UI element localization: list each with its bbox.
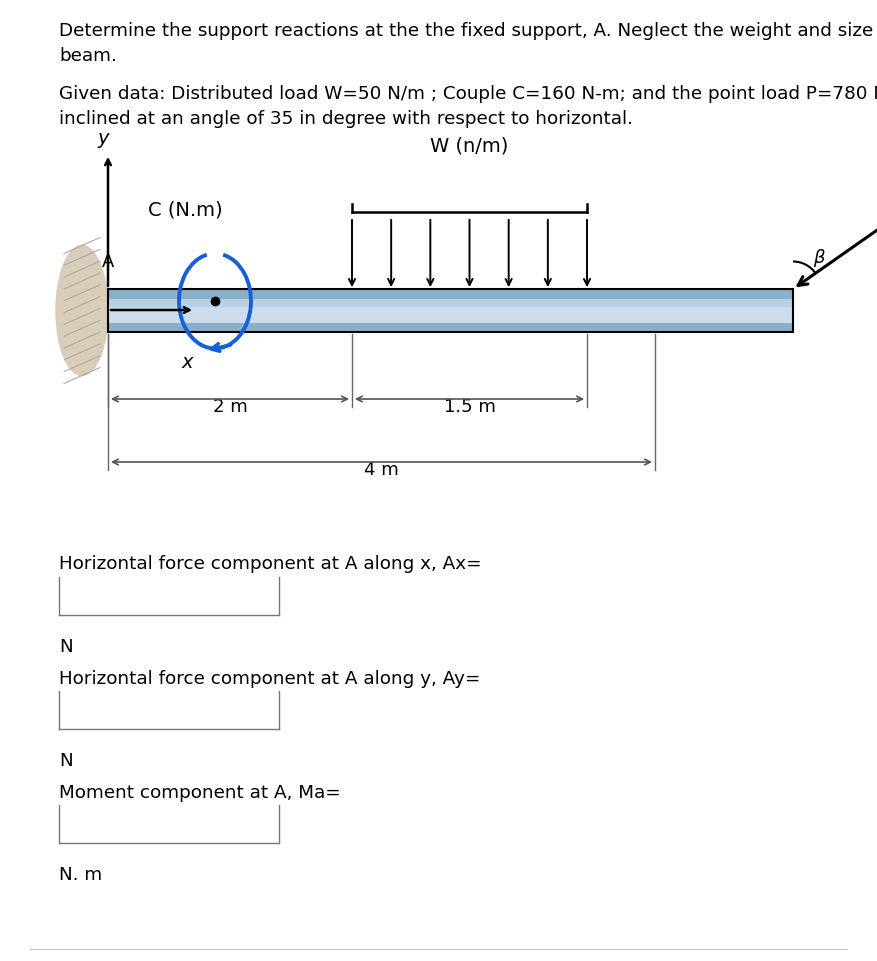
Text: Moment component at A, Ma=: Moment component at A, Ma= — [59, 783, 341, 801]
Bar — [108, 300, 793, 308]
Text: inclined at an angle of 35 in degree with respect to horizontal.: inclined at an angle of 35 in degree wit… — [59, 110, 633, 128]
Text: N: N — [59, 752, 73, 769]
Text: Determine the support reactions at the the fixed support, A. Neglect the weight : Determine the support reactions at the t… — [59, 22, 877, 40]
Ellipse shape — [56, 246, 108, 376]
Text: N: N — [59, 637, 73, 655]
Bar — [108, 289, 793, 300]
Text: Given data: Distributed load W=50 N/m ; Couple C=160 N-m; and the point load P=7: Given data: Distributed load W=50 N/m ; … — [59, 85, 877, 103]
Text: Horizontal force component at A along x, Ax=: Horizontal force component at A along x,… — [59, 554, 481, 573]
Text: 1.5 m: 1.5 m — [444, 398, 496, 415]
Text: Horizontal force component at A along y, Ay=: Horizontal force component at A along y,… — [59, 669, 481, 687]
Bar — [108, 289, 793, 333]
Text: β: β — [813, 249, 824, 267]
Text: beam.: beam. — [59, 47, 117, 65]
Text: A: A — [102, 253, 114, 271]
Text: C (N.m): C (N.m) — [148, 200, 223, 219]
Text: 2 m: 2 m — [212, 398, 247, 415]
Text: x: x — [182, 353, 193, 372]
Text: y: y — [97, 129, 109, 148]
Text: 4 m: 4 m — [364, 460, 399, 479]
Bar — [108, 324, 793, 333]
Text: W (n/m): W (n/m) — [431, 136, 509, 155]
Text: N. m: N. m — [59, 865, 103, 883]
Bar — [108, 289, 793, 333]
